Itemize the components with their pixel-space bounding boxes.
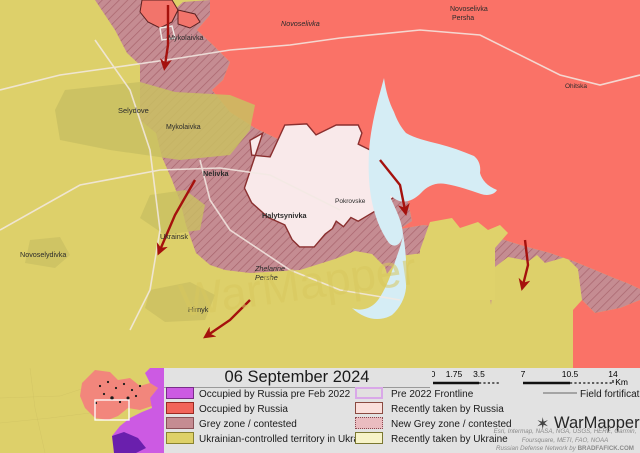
svg-text:Novoselivka: Novoselivka [450, 6, 488, 13]
svg-text:Novoselivka: Novoselivka [281, 19, 320, 28]
svg-text:Ukrainsk: Ukrainsk [160, 232, 188, 241]
svg-text:Ohitska: Ohitska [565, 83, 587, 90]
svg-text:Km: Km [615, 377, 628, 387]
svg-text:Mykolaivka: Mykolaivka [168, 33, 204, 42]
svg-text:Selydove: Selydove [118, 106, 149, 115]
svg-text:Pokrovske: Pokrovske [335, 198, 366, 205]
svg-text:Halytsynivka: Halytsynivka [262, 211, 308, 220]
svg-text:Persha: Persha [452, 15, 474, 22]
svg-text:1.75: 1.75 [446, 369, 463, 379]
svg-text:0: 0 [432, 369, 436, 379]
svg-text:7: 7 [521, 369, 526, 379]
svg-text:Nelivka: Nelivka [203, 169, 229, 178]
svg-text:Mykolaivka: Mykolaivka [166, 124, 201, 131]
svg-text:3.5: 3.5 [473, 369, 485, 379]
svg-text:Novoselydivka: Novoselydivka [20, 250, 66, 259]
svg-text:10.5: 10.5 [562, 369, 579, 379]
